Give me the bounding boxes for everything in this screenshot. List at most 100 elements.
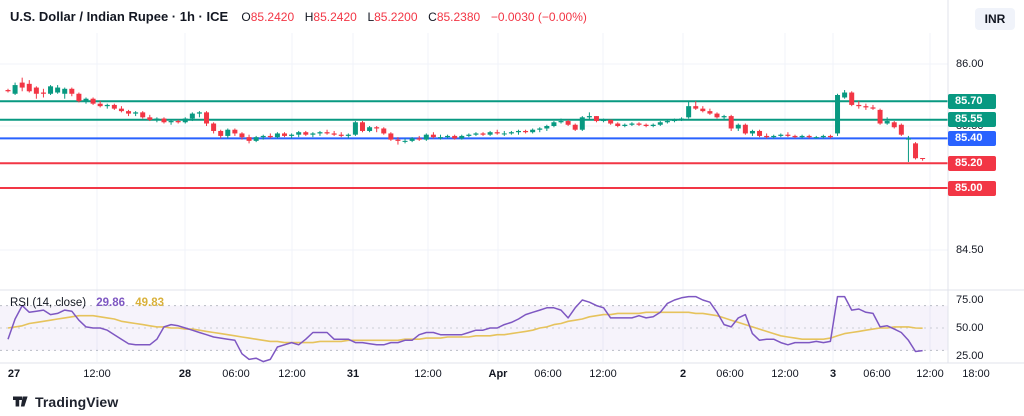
time-axis-label[interactable]: 12:00 [589,368,617,380]
candle-body [289,134,295,136]
price-level-badge: 85.55 [948,112,996,128]
candle-body [891,122,897,128]
candle-body [785,134,791,136]
candle-body [204,112,210,124]
candle-body [799,135,805,138]
candle-body [232,129,238,134]
candle-body [33,87,39,94]
candle-body [345,134,351,136]
candle-body [508,132,514,134]
time-axis-label[interactable]: 06:00 [716,368,744,380]
candle-body [274,133,280,138]
time-axis-label[interactable]: 3 [829,368,837,380]
rsi-ma-value: 49.83 [135,297,165,309]
ohlc-close-label: C [428,10,437,24]
candle-body [69,88,75,94]
candle-body [735,124,741,129]
candle-body [820,135,826,138]
candle-body [742,124,748,134]
candle-body [338,134,344,136]
time-axis-label[interactable]: 12:00 [414,368,442,380]
chart-legend: U.S. Dollar / Indian Rupee · 1h · ICE O 8… [10,9,587,24]
candle-body [409,138,415,141]
rsi-axis-tick[interactable]: 25.00 [956,350,984,362]
candle-body [835,95,841,134]
candle-body [657,122,663,125]
candle-body [686,106,692,118]
ohlc-low-value: 85.2200 [374,10,418,24]
candle-body [842,92,848,98]
candle-body [530,129,536,133]
candle-body [303,132,309,135]
candle-body [877,109,883,124]
candle-body [367,127,373,131]
ohlc-low-label: L [367,10,375,24]
rsi-ma-line [7,311,923,344]
time-axis-label[interactable]: 2 [679,368,687,380]
candle-body [870,107,876,109]
time-axis-label[interactable]: 31 [346,368,360,380]
candle-body [778,134,784,136]
price-level-badge: 85.40 [948,130,996,146]
time-axis-label[interactable]: 06:00 [534,368,562,380]
time-axis-label[interactable]: 28 [178,368,192,380]
candle-body [827,135,833,138]
candle-body [147,117,153,120]
candle-body [324,132,330,134]
rsi-axis-tick[interactable]: 75.00 [956,294,984,306]
candle-body [523,130,529,133]
candle-body [608,119,614,124]
candle-body [771,135,777,138]
ohlc-high-label: H [304,10,314,24]
candle-body [707,111,713,114]
candle-body [331,133,337,135]
candle-body [487,132,493,135]
candle-body [76,93,82,102]
price-axis-tick[interactable]: 86.00 [956,58,984,70]
candle-body [83,98,89,102]
candle-body [211,123,217,131]
time-axis-label[interactable]: 12:00 [83,368,111,380]
candle-body [565,121,571,125]
candle-body [884,121,890,124]
candle-body [629,123,635,125]
time-axis-label[interactable]: 18:00 [962,368,990,380]
candle-body [445,135,451,138]
price-axis-tick[interactable]: 84.50 [956,244,984,256]
candle-body [501,133,507,135]
time-axis-label[interactable]: 12:00 [278,368,306,380]
time-axis-label[interactable]: 27 [7,368,21,380]
rsi-axis-tick[interactable]: 50.00 [956,322,984,334]
tradingview-logo-icon [13,396,28,407]
tradingview-attribution[interactable]: TradingView [12,393,118,410]
candle-body [856,104,862,107]
rsi-legend: RSI (14, close) 29.86 49.83 [10,297,164,309]
candle-body [296,132,302,135]
candle-body [466,134,472,136]
candle-body [246,137,252,141]
time-axis-label[interactable]: 12:00 [771,368,799,380]
rsi-indicator-label[interactable]: RSI (14, close) [10,297,87,309]
currency-badge[interactable]: INR [975,8,1015,30]
time-axis-label[interactable]: 06:00 [222,368,250,380]
rsi-value: 29.86 [96,297,126,309]
candle-body [913,143,919,159]
candle-body [239,133,245,138]
candle-body [133,112,139,114]
candle-body [544,126,550,129]
candle-body [154,118,160,120]
price-change: −0.0030 (−0.00%) [490,10,587,24]
price-level-badge: 85.70 [948,93,996,109]
ohlc-high-value: 85.2420 [313,10,357,24]
time-axis-label[interactable]: 06:00 [863,368,891,380]
time-axis-label[interactable]: Apr [488,368,508,380]
candle-body [806,135,812,138]
candle-body [515,130,521,133]
ohlc-open-label: O [241,10,251,24]
symbol-title[interactable]: U.S. Dollar / Indian Rupee · 1h · ICE [10,9,229,24]
time-axis-label[interactable]: 12:00 [916,368,944,380]
candle-body [700,108,706,112]
candle-body [679,118,685,120]
candle-body [480,133,486,135]
